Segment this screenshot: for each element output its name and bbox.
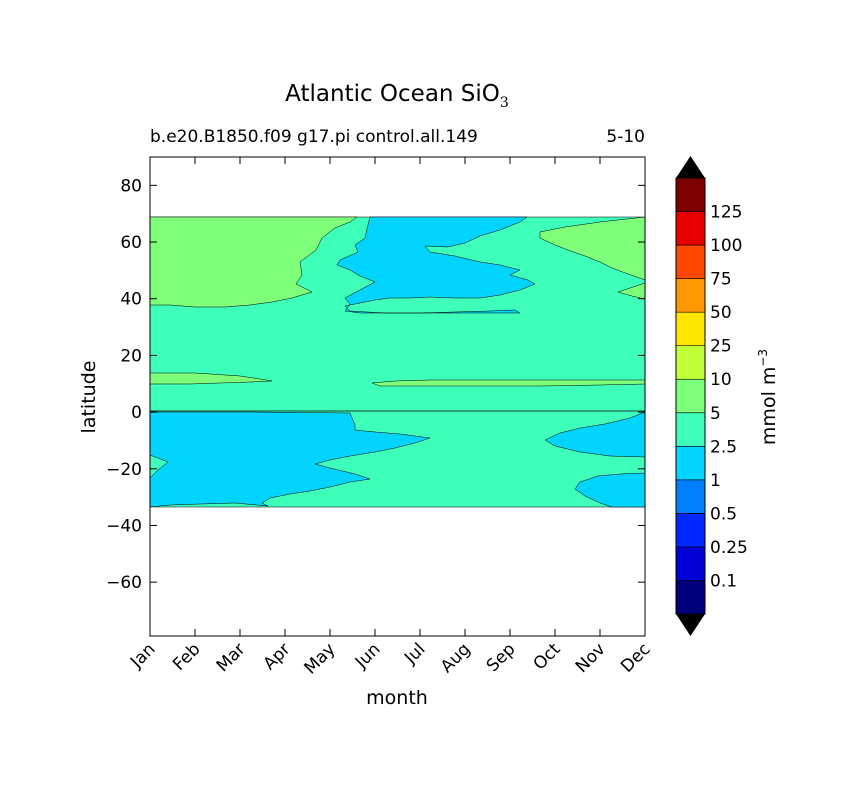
colorbar-segment: [675, 446, 706, 481]
colorbar-tick-label: 25: [710, 337, 732, 357]
contour-south-low-right-lower: [574, 472, 646, 508]
x-tick-label: Aug: [437, 639, 475, 677]
x-tick-label: Jan: [126, 639, 159, 672]
y-tick-label: −40: [106, 516, 142, 536]
colorbar-tick-label: 2.5: [710, 437, 737, 457]
colorbar-tick-label: 0.5: [710, 504, 737, 524]
colorbar-segment: [675, 345, 706, 380]
colorbar-segment: [675, 378, 706, 414]
x-tick-label: Mar: [213, 639, 250, 676]
colorbar-segment: [675, 211, 706, 246]
colorbar-extend-max: [676, 156, 705, 178]
colorbar-segment: [675, 513, 706, 548]
colorbar-tick-label: 0.25: [710, 538, 748, 558]
contour-fills: [149, 216, 646, 508]
x-tick-label: Sep: [483, 639, 520, 676]
colorbar-segment: [675, 580, 706, 615]
contour-south-low-left: [149, 411, 431, 508]
y-tick-label: 60: [120, 233, 142, 253]
x-tick-label: Jul: [400, 639, 429, 668]
y-tick-label: 0: [131, 403, 142, 423]
colorbar-label-superscript: −3: [756, 349, 770, 367]
x-tick-label: Apr: [260, 639, 295, 674]
x-tick-label: May: [301, 639, 340, 678]
colorbar-tick-label: 125: [710, 203, 742, 223]
chart-title: Atlantic Ocean SiO3: [285, 81, 509, 111]
title-text: Atlantic Ocean SiO: [285, 81, 500, 107]
contour-north-low: [336, 216, 536, 314]
plot-frame: [149, 156, 646, 637]
y-tick-label: −60: [106, 573, 142, 593]
colorbar-label: mmol m−3: [756, 349, 780, 445]
colorbar-segment: [675, 412, 706, 447]
y-tick-label: 80: [120, 176, 142, 196]
colorbar-tick-label: 100: [710, 236, 742, 256]
x-tick-label: Feb: [169, 639, 204, 674]
y-axis: 80 60 40 20 0 −20 −40 −60: [106, 176, 645, 593]
colorbar-tick-label: 50: [710, 303, 732, 323]
y-tick-label: 40: [120, 290, 142, 310]
subtitle-right: 5-10: [606, 127, 645, 147]
colorbar-segment: [675, 278, 706, 313]
colorbar-tick-label: 10: [710, 370, 732, 390]
y-axis-label: latitude: [78, 361, 100, 434]
colorbar-segment: [675, 311, 706, 346]
subtitle-left: b.e20.B1850.f09 g17.pi control.all.149: [150, 127, 478, 147]
colorbar-label-text: mmol m: [758, 367, 780, 445]
x-tick-label: Jun: [351, 639, 385, 673]
contour-south-low-right: [544, 411, 646, 458]
colorbar: 0.1 0.25 0.5 1 2.5 5 10 25 50 75 100 125: [675, 156, 748, 636]
colorbar-tick-label: 1: [710, 471, 721, 491]
y-tick-label: −20: [106, 460, 142, 480]
colorbar-segment: [675, 177, 706, 212]
colorbar-extend-min: [676, 614, 705, 636]
colorbar-tick-label: 0.1: [710, 571, 737, 591]
x-tick-label: Dec: [617, 639, 654, 676]
contour-north-high-left: [149, 216, 358, 308]
title-subscript: 3: [500, 95, 509, 111]
y-tick-label: 20: [120, 346, 142, 366]
colorbar-tick-label: 75: [710, 270, 732, 290]
contour-tropical-high-right: [371, 379, 646, 387]
colorbar-segment: [675, 479, 706, 514]
x-axis-label: month: [366, 687, 428, 709]
contour-tropical-high-left: [149, 372, 273, 385]
x-tick-label: Nov: [572, 639, 610, 677]
contour-north-high-right: [539, 216, 646, 281]
colorbar-segment: [675, 244, 706, 279]
x-tick-label: Oct: [530, 639, 565, 674]
colorbar-frame: [675, 177, 706, 615]
plot-area: [149, 156, 646, 637]
colorbar-tick-label: 5: [710, 404, 721, 424]
colorbar-segment: [675, 546, 706, 581]
